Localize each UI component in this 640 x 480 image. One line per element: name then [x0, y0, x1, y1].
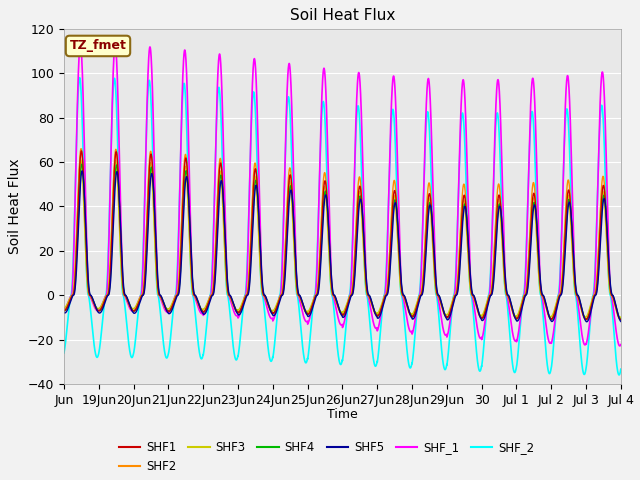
- SHF1: [523, 289, 531, 295]
- SHF_1: [617, 342, 625, 348]
- SHF3: [176, 265, 184, 271]
- SHF3: [77, 157, 84, 163]
- SHF5: [393, 210, 401, 216]
- SHF3: [537, 291, 545, 297]
- SHF_2: [76, 75, 84, 81]
- SHF5: [583, 319, 591, 324]
- SHF1: [393, 210, 401, 216]
- SHF2: [523, 286, 531, 292]
- SHF_1: [176, 198, 184, 204]
- SHF2: [77, 146, 85, 152]
- SHF2: [537, 290, 545, 296]
- SHF4: [523, 291, 531, 297]
- Line: SHF4: SHF4: [64, 164, 621, 320]
- SHF_1: [523, 244, 531, 250]
- Y-axis label: Soil Heat Flux: Soil Heat Flux: [8, 158, 22, 254]
- SHF_2: [615, 372, 623, 378]
- SHF_2: [393, 192, 401, 197]
- SHF5: [495, 204, 503, 210]
- SHF3: [495, 200, 503, 205]
- SHF_2: [523, 239, 531, 244]
- SHF4: [582, 317, 590, 323]
- SHF3: [523, 284, 531, 290]
- SHF2: [617, 317, 625, 323]
- SHF1: [77, 148, 85, 154]
- Line: SHF_1: SHF_1: [64, 44, 621, 346]
- SHF2: [495, 182, 503, 188]
- SHF_1: [393, 140, 401, 146]
- SHF4: [617, 317, 625, 323]
- SHF_1: [616, 343, 623, 349]
- SHF5: [537, 283, 545, 289]
- SHF3: [60, 305, 68, 311]
- Legend: SHF1, SHF2, SHF3, SHF4, SHF5, SHF_1, SHF_2: SHF1, SHF2, SHF3, SHF4, SHF5, SHF_1, SHF…: [115, 436, 539, 478]
- SHF5: [176, 286, 184, 292]
- SHF3: [364, 292, 371, 298]
- SHF2: [176, 270, 184, 276]
- SHF5: [523, 292, 531, 298]
- Line: SHF3: SHF3: [64, 160, 621, 317]
- SHF4: [78, 161, 86, 167]
- X-axis label: Time: Time: [327, 408, 358, 421]
- SHF1: [537, 288, 545, 294]
- SHF_1: [537, 289, 545, 295]
- SHF2: [364, 290, 371, 296]
- SHF_2: [495, 132, 503, 138]
- Line: SHF5: SHF5: [64, 171, 621, 322]
- SHF_1: [364, 291, 371, 297]
- Line: SHF2: SHF2: [64, 149, 621, 320]
- SHF4: [393, 212, 401, 217]
- SHF_2: [176, 193, 184, 199]
- SHF5: [78, 168, 86, 174]
- SHF4: [176, 282, 184, 288]
- SHF4: [537, 286, 545, 292]
- SHF_2: [617, 366, 625, 372]
- SHF_2: [537, 293, 545, 299]
- SHF1: [176, 276, 184, 282]
- Text: TZ_fmet: TZ_fmet: [70, 39, 127, 52]
- SHF2: [60, 308, 68, 313]
- SHF4: [364, 287, 371, 293]
- Title: Soil Heat Flux: Soil Heat Flux: [290, 9, 395, 24]
- SHF1: [617, 317, 625, 323]
- SHF_2: [364, 293, 371, 299]
- SHF2: [616, 317, 624, 323]
- SHF1: [495, 192, 503, 198]
- SHF1: [364, 289, 371, 295]
- SHF5: [617, 319, 625, 324]
- SHF4: [60, 308, 68, 313]
- SHF5: [364, 285, 371, 290]
- SHF_1: [495, 87, 503, 93]
- SHF_1: [76, 41, 84, 47]
- SHF3: [616, 314, 624, 320]
- SHF4: [495, 201, 503, 207]
- Line: SHF1: SHF1: [64, 151, 621, 320]
- SHF3: [617, 314, 625, 320]
- SHF1: [60, 308, 68, 313]
- SHF2: [393, 208, 401, 214]
- SHF_1: [60, 308, 68, 313]
- SHF3: [393, 226, 401, 231]
- SHF5: [60, 310, 68, 316]
- SHF_2: [60, 350, 68, 356]
- Line: SHF_2: SHF_2: [64, 78, 621, 375]
